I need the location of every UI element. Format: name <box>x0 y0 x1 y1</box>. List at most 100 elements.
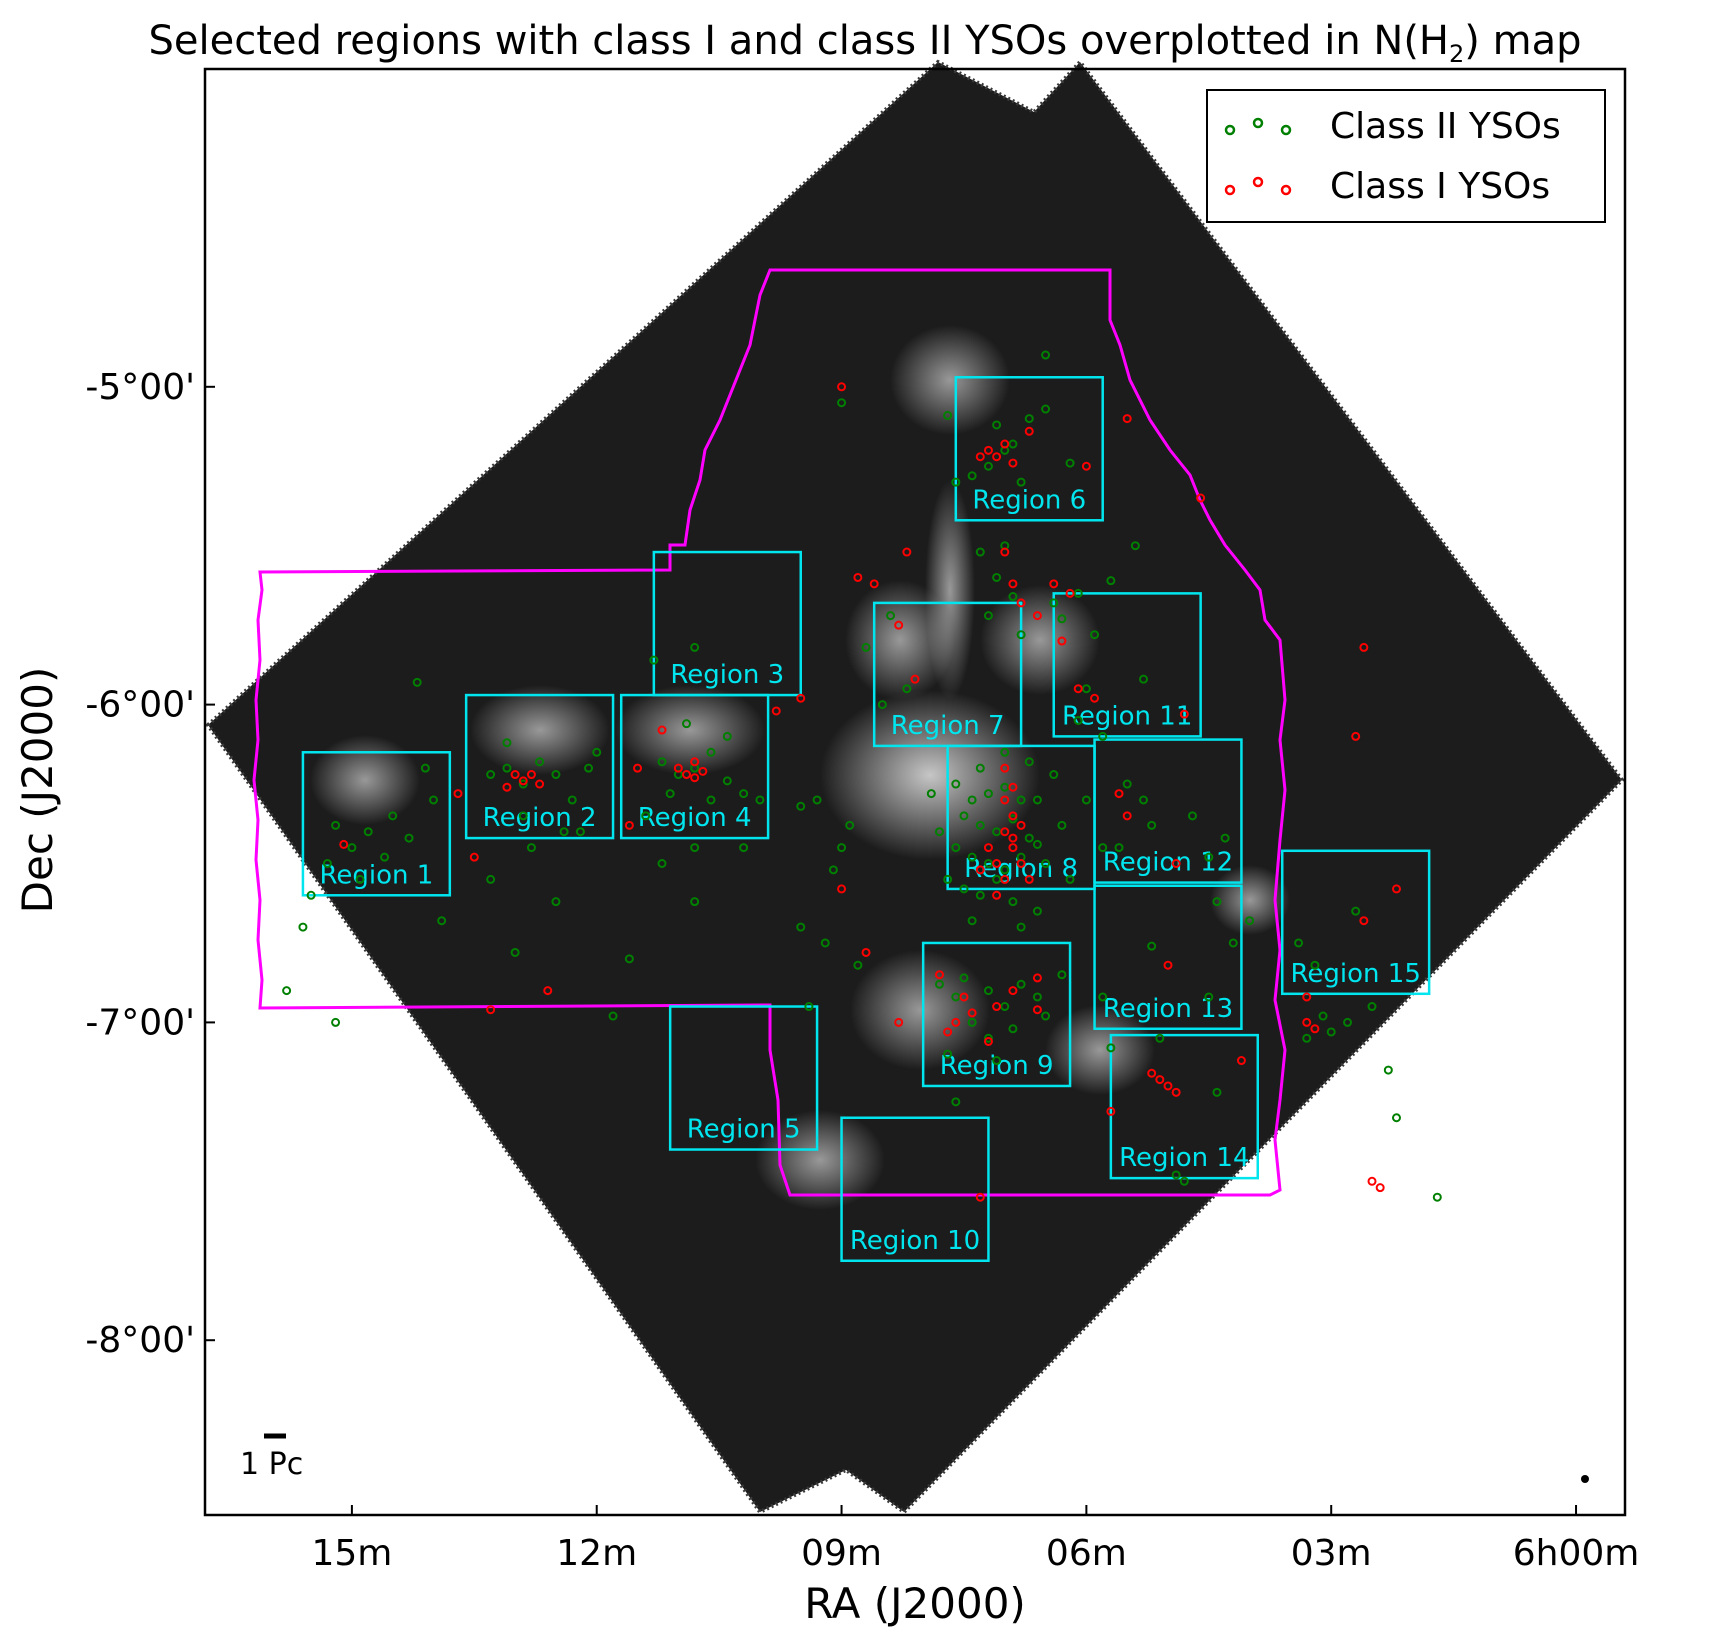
class-ii-point <box>1098 731 1108 741</box>
class-ii-point <box>967 795 977 805</box>
region-label: Region 7 <box>891 711 1005 741</box>
class-ii-point <box>1016 922 1026 932</box>
class-i-point <box>1000 547 1010 557</box>
class-i-point <box>510 770 520 780</box>
class-i-point <box>1008 986 1018 996</box>
class-ii-point <box>681 719 691 729</box>
class-i-point <box>1032 973 1042 983</box>
x-tick-label: 6h00m <box>1513 1533 1640 1574</box>
class-ii-point <box>322 859 332 869</box>
class-ii-point <box>1024 414 1034 424</box>
class-i-point <box>1391 884 1401 894</box>
class-i-point <box>518 776 528 786</box>
region-box <box>301 751 452 897</box>
class-ii-point <box>1016 477 1026 487</box>
class-ii-point <box>1187 811 1197 821</box>
survey-footprint <box>252 268 1287 1197</box>
class-ii-point <box>486 770 496 780</box>
chart-title: Selected regions with class I and class … <box>149 18 1582 68</box>
class-ii-point <box>412 677 422 687</box>
class-i-point <box>535 779 545 789</box>
class-ii-point <box>1155 1033 1165 1043</box>
class-i-point <box>1008 833 1018 843</box>
column-density-map <box>205 58 1625 1515</box>
region-label: Region 11 <box>1062 701 1192 731</box>
class-ii-point <box>943 874 953 884</box>
class-ii-point <box>959 811 969 821</box>
class-i-point <box>1171 1087 1181 1097</box>
class-i-point <box>1081 461 1091 471</box>
class-ii-point <box>837 398 847 408</box>
class-i-point <box>1310 1024 1320 1034</box>
class-i-point <box>1179 709 1189 719</box>
class-ii-point <box>706 795 716 805</box>
class-ii-point <box>404 833 414 843</box>
class-ii-point <box>1147 941 1157 951</box>
class-i-point <box>1163 960 1173 970</box>
class-ii-point <box>983 789 993 799</box>
class-i-point <box>526 770 536 780</box>
class-ii-point <box>331 1017 341 1027</box>
class-ii-point <box>526 843 536 853</box>
class-ii-point <box>959 884 969 894</box>
class-ii-point <box>853 960 863 970</box>
class-ii-point <box>1098 992 1108 1002</box>
class-i-point <box>633 763 643 773</box>
class-ii-point <box>820 938 830 948</box>
class-ii-point <box>584 763 594 773</box>
class-i-point <box>1008 811 1018 821</box>
class-ii-point <box>388 811 398 821</box>
class-i-point <box>1090 693 1100 703</box>
class-ii-point <box>380 852 390 862</box>
class-ii-point <box>1114 843 1124 853</box>
class-ii-point <box>812 795 822 805</box>
class-ii-point <box>1367 1002 1377 1012</box>
class-ii-point <box>1122 779 1132 789</box>
class-ii-point <box>486 874 496 884</box>
legend-class-i-marker <box>1280 184 1292 196</box>
class-ii-point <box>608 1011 618 1021</box>
class-ii-point <box>347 843 357 853</box>
region-label: Region 15 <box>1291 959 1421 989</box>
class-ii-point <box>1343 1017 1353 1027</box>
class-ii-point <box>902 684 912 694</box>
class-ii-point <box>641 811 651 821</box>
class-ii-point <box>298 922 308 932</box>
class-i-point <box>837 884 847 894</box>
class-i-point <box>975 452 985 462</box>
class-i-point <box>1196 493 1206 503</box>
class-ii-point <box>886 611 896 621</box>
class-ii-point <box>1391 1113 1401 1123</box>
class-ii-point <box>1098 843 1108 853</box>
class-i-point <box>771 706 781 716</box>
region-label: Region 6 <box>972 485 1086 515</box>
region-label: Region 13 <box>1103 994 1233 1024</box>
class-ii-point <box>1000 782 1010 792</box>
class-i-point <box>959 992 969 1002</box>
class-ii-point <box>1228 938 1238 948</box>
class-i-point <box>837 382 847 392</box>
legend-box <box>1206 89 1606 223</box>
class-ii-point <box>861 642 871 652</box>
region-box <box>1093 884 1243 1031</box>
class-i-point <box>1049 579 1059 589</box>
class-ii-point <box>649 655 659 665</box>
class-ii-point <box>983 611 993 621</box>
class-i-point <box>453 789 463 799</box>
class-ii-point <box>1049 770 1059 780</box>
x-tick-label: 15m <box>311 1533 392 1574</box>
class-ii-point <box>1139 674 1149 684</box>
class-ii-point <box>502 763 512 773</box>
class-i-point <box>1359 916 1369 926</box>
class-i-point <box>951 1017 961 1027</box>
scale-bar-label: 1 Pc <box>240 1447 303 1482</box>
class-i-point <box>967 1008 977 1018</box>
class-ii-point <box>1008 1024 1018 1034</box>
class-ii-point <box>796 922 806 932</box>
class-ii-point <box>657 859 667 869</box>
plot-frame <box>203 67 1627 1517</box>
legend-class-i-marker <box>1252 176 1264 188</box>
class-ii-point <box>665 789 675 799</box>
class-i-point <box>861 947 871 957</box>
class-ii-point <box>1212 897 1222 907</box>
